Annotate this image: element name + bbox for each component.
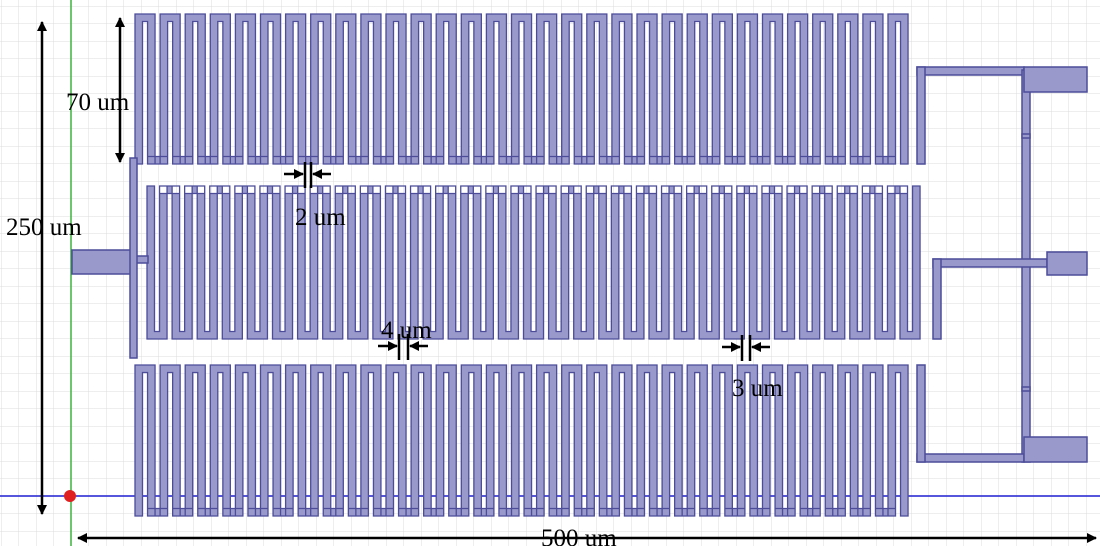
gap-middle-label: 4 um — [381, 317, 432, 344]
dimension-annotations — [37, 17, 1097, 543]
right-bottom-vertical-trace[interactable] — [916, 364, 926, 463]
origin-dot-icon[interactable] — [64, 490, 76, 502]
gap-top-label: 2 um — [295, 204, 346, 231]
right-top-vertical-trace[interactable] — [916, 66, 926, 165]
right-bottom-pad[interactable] — [1023, 436, 1088, 463]
right-top-pad[interactable] — [1023, 66, 1088, 93]
right-bus-marker-lower — [1021, 386, 1031, 392]
metal-layer[interactable] — [134, 13, 921, 517]
left-vertical-trace[interactable] — [129, 157, 138, 359]
row-height-label: 70 um — [66, 89, 130, 116]
gap-right-label: 3 um — [732, 375, 783, 402]
left-feed-pad[interactable] — [71, 249, 135, 275]
right-bottom-horizontal-trace[interactable] — [916, 453, 1025, 463]
total-height-label: 250 um — [6, 214, 82, 241]
serpentine-path-top[interactable] — [134, 13, 909, 165]
right-top-horizontal-trace[interactable] — [916, 66, 1025, 76]
right-middle-vertical-trace[interactable] — [932, 258, 942, 340]
serpentine-row-middle[interactable] — [146, 185, 921, 340]
right-middle-horizontal-trace[interactable] — [932, 258, 1048, 268]
serpentine-path-middle[interactable] — [146, 185, 921, 340]
connector-traces[interactable] — [71, 66, 1088, 463]
total-width-label: 500 um — [541, 525, 617, 546]
right-bus-marker-upper — [1021, 133, 1031, 139]
right-middle-pad[interactable] — [1046, 251, 1088, 276]
serpentine-path-bottom[interactable] — [134, 364, 909, 517]
serpentine-row-bottom[interactable] — [134, 364, 909, 517]
serpentine-row-top[interactable] — [134, 13, 909, 165]
